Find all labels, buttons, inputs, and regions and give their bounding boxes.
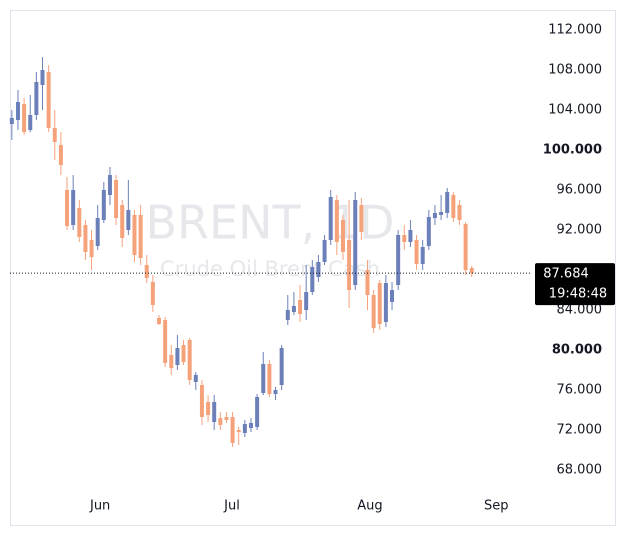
candle-body bbox=[175, 348, 180, 365]
candle-body bbox=[463, 224, 468, 270]
candle-body bbox=[120, 205, 125, 238]
candle-body bbox=[71, 190, 76, 225]
x-tick-label: Jun bbox=[89, 499, 110, 514]
y-tick-label: 104.000 bbox=[548, 103, 602, 118]
y-tick-label: 68.000 bbox=[557, 463, 603, 478]
candle-body bbox=[445, 192, 450, 213]
candle-body bbox=[365, 270, 370, 295]
candle-body bbox=[242, 424, 247, 433]
candle-body bbox=[212, 402, 217, 422]
candle-body bbox=[144, 265, 149, 278]
countdown: 19:48:48 bbox=[549, 287, 607, 302]
candle-body bbox=[95, 218, 100, 246]
candle-body bbox=[383, 283, 388, 322]
candle-body bbox=[150, 282, 155, 305]
candle-body bbox=[285, 310, 290, 320]
candle-body bbox=[34, 82, 39, 115]
candle-body bbox=[15, 102, 20, 120]
candle-body bbox=[261, 364, 266, 393]
candle-body bbox=[432, 213, 437, 218]
candle-body bbox=[279, 348, 284, 385]
y-tick-label: 96.000 bbox=[557, 183, 603, 198]
candle-body bbox=[439, 212, 444, 215]
candle-body bbox=[218, 418, 223, 425]
candle-body bbox=[181, 345, 186, 362]
x-tick-label: Aug bbox=[357, 499, 382, 514]
candle-body bbox=[390, 290, 395, 302]
candle-body bbox=[353, 200, 358, 285]
candle-body bbox=[328, 197, 333, 240]
candle-body bbox=[157, 318, 162, 324]
chart-frame bbox=[10, 10, 616, 526]
candle-body bbox=[132, 215, 137, 255]
candle-body bbox=[457, 205, 462, 220]
candle-body bbox=[371, 295, 376, 328]
candle-body bbox=[114, 180, 119, 218]
candle-body bbox=[163, 320, 168, 363]
candle-body bbox=[65, 190, 70, 226]
candle-body bbox=[273, 390, 278, 394]
y-tick-label: 100.000 bbox=[543, 143, 602, 158]
candle-body bbox=[224, 417, 229, 420]
candle-body bbox=[169, 355, 174, 368]
candle-body bbox=[316, 262, 321, 277]
candle-body bbox=[138, 215, 143, 258]
candle-body bbox=[414, 240, 419, 264]
y-tick-label: 76.000 bbox=[557, 383, 603, 398]
candle-body bbox=[187, 340, 192, 380]
candle-body bbox=[52, 128, 57, 142]
candle-body bbox=[206, 402, 211, 415]
last-price-box bbox=[535, 263, 615, 306]
last-price-label: 87.684 bbox=[543, 267, 589, 282]
candle-body bbox=[126, 210, 131, 230]
candle-body bbox=[298, 300, 303, 314]
candle-body bbox=[248, 423, 253, 428]
candle-body bbox=[77, 208, 82, 237]
candle-body bbox=[347, 240, 352, 290]
candle-body bbox=[83, 225, 88, 252]
candle-body bbox=[267, 364, 272, 394]
candle-body bbox=[22, 104, 27, 132]
candle-body bbox=[377, 283, 382, 324]
y-tick-label: 92.000 bbox=[557, 223, 603, 238]
candle-body bbox=[193, 375, 198, 382]
candle-body bbox=[469, 268, 474, 274]
candle-body bbox=[408, 230, 413, 242]
candle-body bbox=[396, 235, 401, 285]
candle-body bbox=[310, 267, 315, 292]
candle-body bbox=[402, 235, 407, 242]
candle-body bbox=[58, 145, 63, 165]
y-tick-label: 108.000 bbox=[548, 63, 602, 78]
candle-body bbox=[322, 240, 327, 262]
candle-body bbox=[9, 118, 14, 124]
candle-body bbox=[101, 190, 106, 220]
candle-body bbox=[420, 247, 425, 264]
y-tick-label: 80.000 bbox=[552, 343, 602, 358]
candle-body bbox=[359, 205, 364, 232]
candle-body bbox=[426, 217, 431, 246]
candle-body bbox=[334, 200, 339, 242]
candle-body bbox=[46, 72, 51, 128]
watermark-symbol: BRENT, 1D bbox=[145, 196, 394, 250]
candle-body bbox=[199, 385, 204, 417]
candle-body bbox=[40, 70, 45, 85]
candle-body bbox=[236, 430, 241, 432]
x-tick-label: Jul bbox=[223, 499, 240, 514]
x-tick-label: Sep bbox=[484, 499, 509, 514]
y-tick-label: 72.000 bbox=[557, 423, 603, 438]
y-tick-label: 112.000 bbox=[548, 23, 602, 38]
watermark-name: Crude Oil Brent Cash bbox=[160, 257, 380, 281]
candle-body bbox=[89, 240, 94, 257]
candle-body bbox=[28, 115, 33, 130]
candle-body bbox=[304, 292, 309, 310]
candle-body bbox=[255, 397, 260, 427]
candle-body bbox=[107, 175, 112, 195]
candle-body bbox=[230, 417, 235, 443]
candle-body bbox=[451, 195, 456, 218]
candle-body bbox=[340, 220, 345, 252]
y-tick-label: 84.000 bbox=[557, 303, 603, 318]
candle-body bbox=[291, 306, 296, 312]
